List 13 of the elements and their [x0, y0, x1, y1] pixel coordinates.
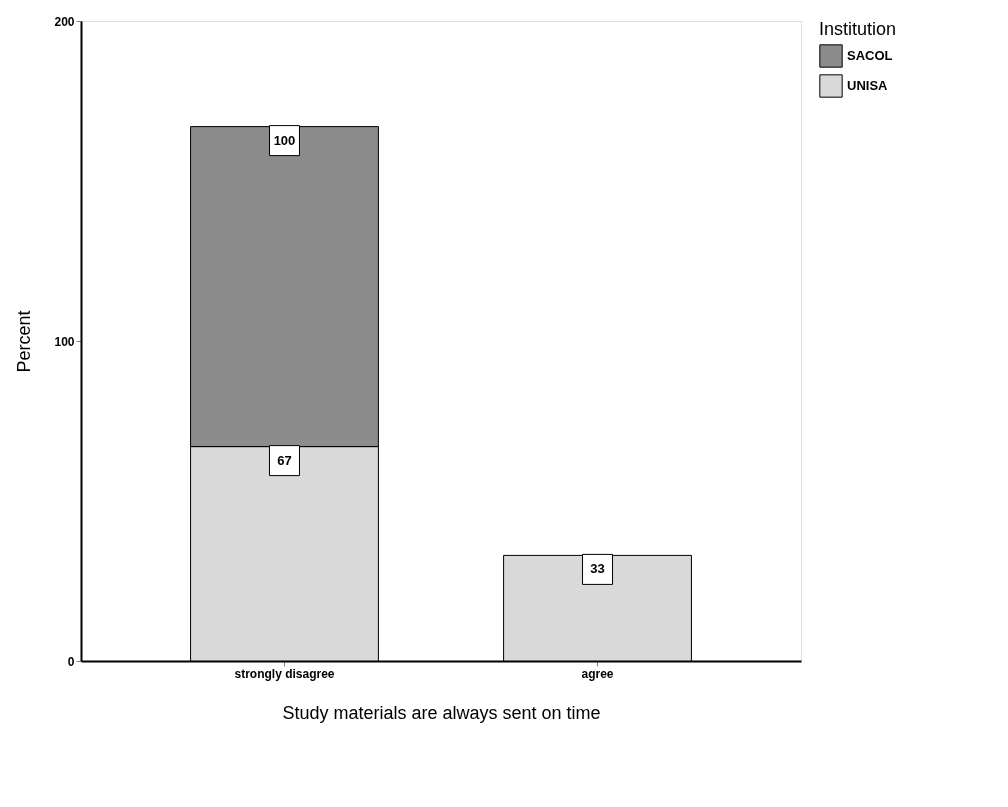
legend-label: UNISA: [847, 78, 889, 93]
data-label: 67: [277, 452, 292, 468]
y-tick-label: 200: [54, 14, 75, 29]
x-tick-label: strongly disagree: [234, 666, 335, 681]
y-tick-label: 0: [67, 654, 75, 669]
y-axis-title: Percent: [14, 310, 35, 373]
legend-label: SACOL: [847, 48, 893, 63]
data-label: 100: [273, 132, 296, 148]
legend-title: Institution: [819, 19, 897, 39]
x-axis-title: Study materials are always sent on time: [282, 702, 601, 723]
data-label: 33: [590, 561, 605, 577]
x-tick-label: agree: [581, 666, 614, 681]
y-tick-label: 100: [54, 334, 75, 349]
